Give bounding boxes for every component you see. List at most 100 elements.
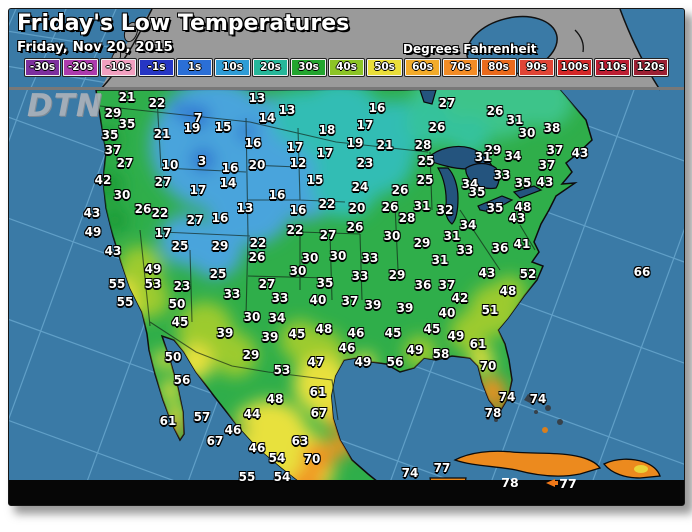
temp-label: 20 [248,158,266,172]
temp-label: 17 [189,183,207,197]
temp-label: 15 [214,120,232,134]
temp-label: 36 [491,241,509,255]
legend-chip-10s: 10s [215,59,250,76]
temp-label: 74 [498,390,516,404]
temp-label: 50 [164,350,182,364]
temp-label: 46 [248,441,266,455]
temp-label: 33 [456,243,474,257]
legend-chip--20s: -20s [63,59,98,76]
temp-label: 29 [484,143,502,157]
temp-label: 7 [193,111,203,125]
temp-label: 26 [486,104,504,118]
temp-label: 22 [151,206,169,220]
temp-label: 44 [243,407,261,421]
legend-chip-label: 100s [560,61,589,74]
temp-label: 57 [193,410,211,424]
temp-label: 43 [478,266,496,280]
temp-label: 54 [268,451,286,465]
temp-label: 15 [306,173,324,187]
temp-label: 61 [469,337,487,351]
temp-label: 63 [291,434,309,448]
temp-label: 29 [413,236,431,250]
temp-label: 61 [159,414,177,428]
legend-chip-50s: 50s [367,59,402,76]
page-title: Friday's Low Temperatures [17,11,350,36]
temp-label: 22 [249,236,267,250]
temp-label: 16 [268,188,286,202]
temp-label: 26 [248,250,266,264]
temp-label: 10 [161,158,179,172]
temp-label: 23 [173,279,191,293]
temp-label: 22 [148,96,166,110]
legend-chip-label: 70s [450,61,471,74]
units-label: Degrees Fahrenheit [403,42,537,56]
legend-chip-60s: 60s [405,59,440,76]
temp-label: 33 [223,287,241,301]
temp-label: 27 [116,156,134,170]
temp-label: 30 [113,188,131,202]
temp-label: 26 [346,220,364,234]
temp-label: 53 [144,277,162,291]
temperature-legend: -30s -20s -10s -1s 1s 10s 20s 30s 40s 50s 60s 70s 80… [25,59,668,76]
temp-label: 56 [173,373,191,387]
temp-label: 16 [211,211,229,225]
temp-label: 20 [348,201,366,215]
state-borders [99,97,536,421]
bottom-bar-temp-label: 78 [501,474,519,490]
temp-label: 43 [83,206,101,220]
temp-label: 29 [242,348,260,362]
temp-label: 31 [474,150,492,164]
temp-label: 37 [438,278,456,292]
temp-label: 53 [273,363,291,377]
temp-label: 41 [513,237,531,251]
temp-label: 36 [414,278,432,292]
legend-chip--10s: -10s [101,59,136,76]
legend-chip-40s: 40s [329,59,364,76]
temp-label: 21 [376,138,394,152]
temp-label: 34 [504,149,522,163]
temp-label: 67 [310,406,328,420]
temp-label: 22 [318,197,336,211]
temp-label: 27 [186,213,204,227]
legend-chip-label: 20s [260,61,281,74]
legend-chip-label: 60s [412,61,433,74]
temp-label: 49 [447,329,465,343]
temp-label: 35 [486,201,504,215]
legend-chip-label: -20s [67,61,94,74]
temp-label: 17 [356,118,374,132]
landmass [95,89,593,483]
temp-label: 33 [271,291,289,305]
legend-chip-110s: 110s [595,59,630,76]
temp-label: 27 [319,228,337,242]
legend-chip-120s: 120s [633,59,668,76]
temp-label: 43 [571,146,589,160]
temp-label: 46 [347,326,365,340]
temp-label: 17 [154,226,172,240]
temp-label: 74 [401,466,419,480]
temp-label: 49 [144,262,162,276]
temp-label: 33 [361,251,379,265]
temp-label: 30 [243,310,261,324]
temp-label: 25 [417,154,435,168]
temp-label: 37 [538,158,556,172]
temp-label: 34 [459,218,477,232]
temp-label: 66 [633,265,651,279]
temp-label: 43 [104,244,122,258]
temp-label: 23 [356,156,374,170]
temp-label: 51 [481,303,499,317]
temp-label: 30 [289,264,307,278]
legend-chip-label: 40s [336,61,357,74]
temp-label: 29 [388,268,406,282]
temp-label: 42 [94,173,112,187]
temp-label: 28 [398,211,416,225]
temp-label: 52 [519,267,537,281]
temp-label: 14 [258,111,276,125]
temp-label: 13 [278,103,296,117]
temp-label: 55 [238,470,256,484]
temp-label: 24 [351,180,369,194]
temp-label: 17 [316,146,334,160]
temp-label: 21 [118,90,136,104]
temp-label: 29 [211,239,229,253]
temp-label: 19 [346,136,364,150]
legend-chip-label: -10s [105,61,132,74]
